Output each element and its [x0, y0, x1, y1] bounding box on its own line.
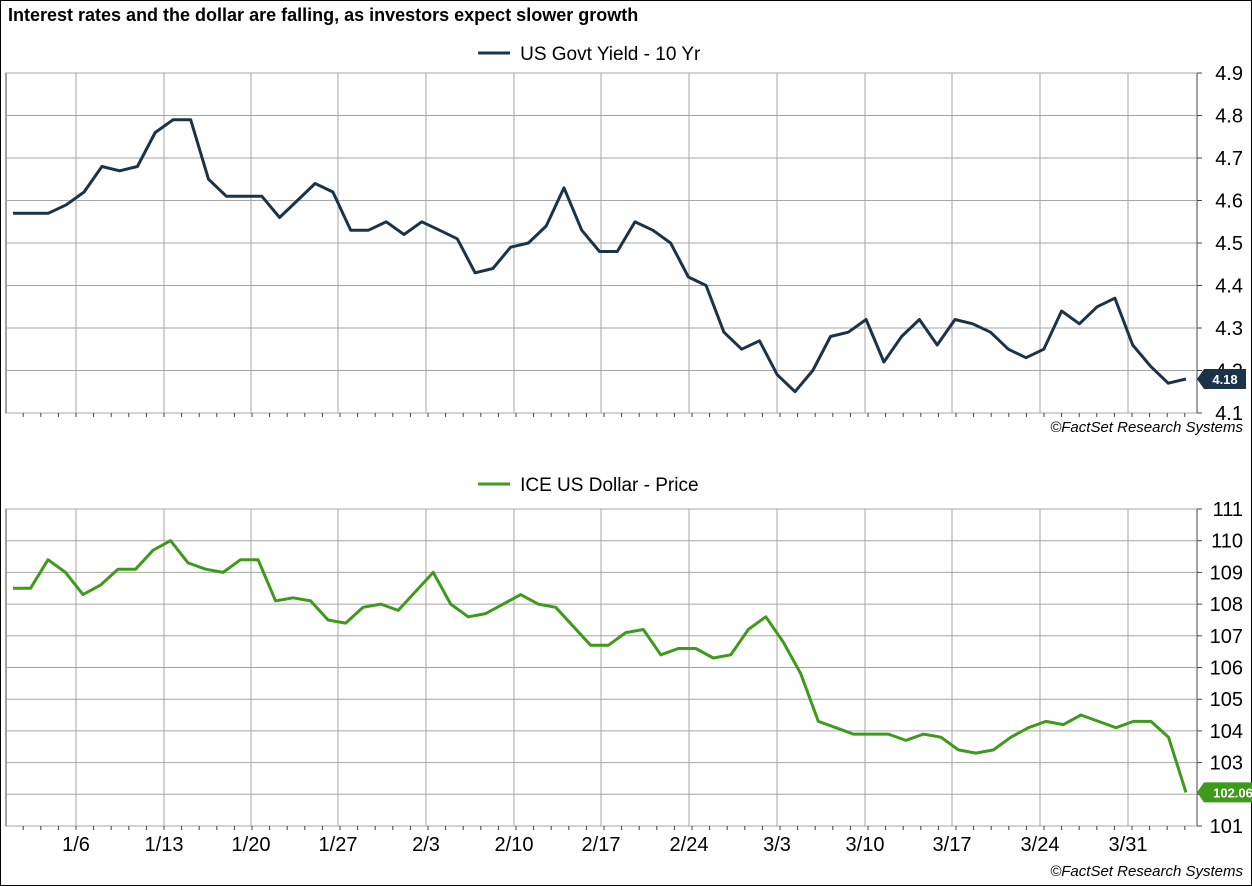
y-tick-label: 4.9: [1215, 63, 1243, 85]
x-tick-label: 3/24: [1021, 834, 1060, 856]
source-credit: ©FactSet Research Systems: [1050, 419, 1243, 436]
y-tick-label: 4.7: [1215, 148, 1243, 170]
legend-label: US Govt Yield - 10 Yr: [520, 44, 701, 65]
x-tick-label: 3/10: [846, 834, 885, 856]
x-tick-label: 2/3: [412, 834, 440, 856]
chart-panel-1: 4.14.24.34.44.54.64.74.84.9US Govt Yield…: [5, 44, 1246, 436]
y-tick-label: 103: [1210, 753, 1243, 775]
last-value-label: 4.18: [1212, 372, 1237, 387]
x-tick-label: 1/13: [145, 834, 184, 856]
chart-panel-2: 1011021031041051061071081091101111/61/13…: [5, 475, 1252, 880]
y-tick-label: 4.1: [1215, 403, 1243, 425]
last-value-tag: [1197, 369, 1246, 389]
legend-label: ICE US Dollar - Price: [520, 475, 698, 496]
last-value-label: 102.06: [1213, 785, 1252, 800]
source-credit: ©FactSet Research Systems: [1050, 863, 1243, 880]
y-tick-label: 108: [1210, 594, 1243, 616]
x-tick-label: 2/24: [670, 834, 709, 856]
x-tick-label: 3/3: [763, 834, 791, 856]
y-tick-label: 4.6: [1215, 191, 1243, 213]
x-tick-label: 1/27: [319, 834, 358, 856]
last-value-tag: [1197, 782, 1252, 803]
x-tick-label: 2/10: [495, 834, 534, 856]
y-tick-label: 110: [1211, 531, 1243, 553]
x-tick-label: 1/20: [232, 834, 271, 856]
x-tick-label: 2/17: [582, 834, 621, 856]
y-tick-label: 4.4: [1215, 276, 1243, 298]
x-tick-label: 1/6: [62, 834, 90, 856]
y-tick-label: 109: [1210, 562, 1243, 584]
x-tick-label: 3/31: [1109, 834, 1148, 856]
y-tick-label: 107: [1210, 626, 1243, 648]
y-tick-label: 106: [1210, 658, 1243, 680]
y-tick-label: 4.3: [1215, 318, 1243, 340]
chart-title: Interest rates and the dollar are fallin…: [8, 5, 639, 25]
y-tick-label: 104: [1210, 721, 1243, 743]
y-tick-label: 111: [1213, 499, 1243, 521]
y-tick-label: 4.5: [1215, 233, 1243, 255]
x-tick-label: 3/17: [933, 834, 972, 856]
y-tick-label: 101: [1210, 816, 1243, 838]
series-line: [13, 118, 1187, 394]
series-line: [13, 539, 1188, 793]
y-tick-label: 105: [1210, 689, 1243, 711]
y-tick-label: 4.8: [1215, 106, 1243, 128]
